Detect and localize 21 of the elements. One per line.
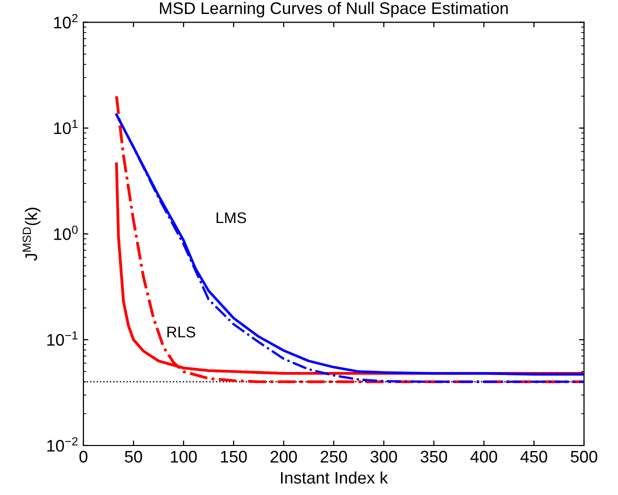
x-tick-label: 150: [220, 450, 247, 463]
x-tick-label: 350: [420, 450, 448, 463]
x-tick-label: 100: [170, 450, 197, 463]
y-axis-title: J$^{MSD}$(k): [22, 208, 40, 261]
x-tick-label: 0: [79, 450, 88, 463]
x-tick-label: 450: [520, 450, 548, 463]
chart-title: MSD Learning Curves of Null Space Estimation: [160, 2, 508, 18]
x-tick-label: 50: [124, 450, 142, 463]
y-tick-label: 10$^{1}$: [54, 120, 78, 134]
annotation: LMS: [216, 212, 246, 224]
x-axis-title: Instant Index k: [281, 471, 388, 484]
x-tick-label: 300: [370, 450, 398, 463]
annotation: RLS: [167, 326, 196, 338]
x-tick-label: 250: [320, 450, 347, 463]
x-tick-label: 500: [570, 450, 598, 463]
y-tick-label: 10$^{2}$: [54, 14, 78, 28]
y-tick-label: 10$^{−2}$: [47, 437, 78, 452]
x-tick-label: 400: [470, 450, 498, 463]
y-tick-label: 10$^{0}$: [54, 226, 78, 240]
y-tick-label: 10$^{−1}$: [47, 331, 78, 346]
x-tick-label: 200: [270, 450, 297, 463]
